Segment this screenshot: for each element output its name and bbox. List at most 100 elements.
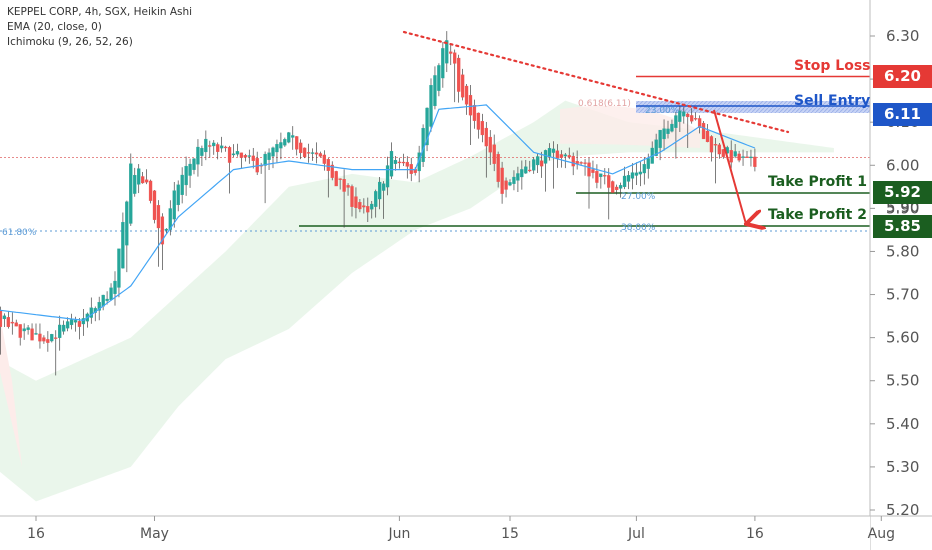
candle — [117, 248, 121, 298]
candle — [204, 130, 208, 161]
ichimoku-cloud — [0, 100, 834, 502]
candle — [599, 173, 603, 189]
candle — [105, 291, 109, 305]
candle — [89, 297, 93, 324]
price-axis-panel[interactable] — [870, 0, 932, 550]
time-axis: 16 May Jun 15 Jul 16 Aug — [27, 516, 895, 542]
candle — [144, 169, 149, 185]
candle — [476, 112, 481, 139]
candle — [717, 143, 721, 159]
ichimoku-cloud-area — [0, 100, 834, 502]
candle — [314, 142, 319, 164]
candle — [449, 43, 453, 66]
candle — [433, 66, 437, 110]
candle — [749, 149, 753, 167]
candle — [405, 156, 409, 179]
candle — [425, 107, 429, 152]
x-tick-label: Aug — [868, 526, 895, 542]
sell-entry-zone — [636, 101, 870, 113]
candle — [223, 145, 228, 152]
candle — [334, 170, 338, 187]
candle — [298, 139, 303, 160]
take-profit-1-label: Take Profit 1 — [768, 174, 867, 190]
candle — [18, 324, 22, 346]
x-tick-label: 16 — [27, 526, 45, 542]
candle — [271, 146, 275, 169]
candle — [121, 212, 125, 269]
candle — [705, 123, 710, 143]
candle — [729, 140, 733, 172]
candle — [358, 198, 362, 213]
candle — [330, 161, 334, 181]
candle — [401, 153, 406, 167]
y-tick-label: 5.70 — [886, 286, 919, 304]
time-axis-panel[interactable] — [0, 516, 870, 550]
candle — [267, 148, 271, 171]
ema-line — [0, 104, 756, 322]
candle — [310, 148, 315, 161]
candle — [77, 317, 82, 340]
candle — [239, 152, 244, 169]
candle — [50, 333, 54, 343]
candle — [279, 132, 283, 160]
candle — [93, 306, 97, 322]
candle — [148, 179, 153, 204]
candle — [22, 323, 26, 340]
downtrend-line — [402, 30, 790, 134]
candle — [701, 120, 706, 140]
candle — [622, 166, 627, 190]
x-tick-label: 15 — [501, 526, 519, 542]
chart-legend: KEPPEL CORP, 4h, SGX, Heikin Ashi EMA (2… — [7, 5, 192, 50]
candle — [496, 151, 500, 188]
candle — [642, 157, 646, 185]
candle — [488, 130, 492, 165]
ichimoku-cloud-bear — [0, 316, 22, 467]
candle — [385, 156, 390, 196]
candle — [397, 157, 402, 169]
y-tick-label: 5.50 — [886, 372, 919, 390]
y-tick-label: 5.40 — [886, 415, 919, 433]
candle — [682, 106, 686, 124]
candle — [216, 142, 220, 160]
candle — [275, 139, 279, 164]
fib-label-entry-pct: 23.00% — [645, 106, 680, 116]
candle — [611, 180, 615, 194]
candle — [579, 161, 583, 166]
y-tick-label: 5.80 — [886, 242, 919, 260]
candle — [346, 183, 350, 196]
candle — [733, 144, 737, 159]
candle — [156, 200, 161, 267]
candle — [251, 147, 255, 169]
sell-entry-label: Sell Entry — [794, 93, 871, 109]
candle — [26, 325, 30, 335]
candle — [456, 54, 461, 103]
candle — [140, 171, 145, 184]
candle — [109, 283, 113, 301]
candle — [164, 228, 169, 234]
candle — [607, 168, 611, 220]
candle — [113, 271, 117, 306]
candle — [160, 213, 165, 271]
candle — [133, 167, 137, 197]
candle — [500, 161, 504, 204]
candle — [508, 179, 512, 187]
candle — [176, 180, 180, 212]
legend-symbol: KEPPEL CORP, 4h, SGX, Heikin Ashi — [7, 6, 193, 18]
candle — [192, 157, 196, 175]
x-tick-label: Jul — [627, 526, 645, 542]
candle — [152, 189, 157, 224]
candle — [591, 160, 595, 179]
candle — [381, 181, 386, 219]
candle — [670, 119, 674, 133]
candle — [721, 149, 725, 159]
candle — [528, 160, 532, 173]
fib-label-left: 61.80% — [2, 228, 37, 238]
candle — [559, 150, 563, 168]
candle — [69, 313, 74, 330]
candle — [14, 319, 18, 327]
candlestick-series — [0, 31, 757, 376]
legend-ema: EMA (20, close, 0) — [7, 21, 102, 33]
candle — [662, 119, 666, 151]
candle — [654, 133, 658, 157]
